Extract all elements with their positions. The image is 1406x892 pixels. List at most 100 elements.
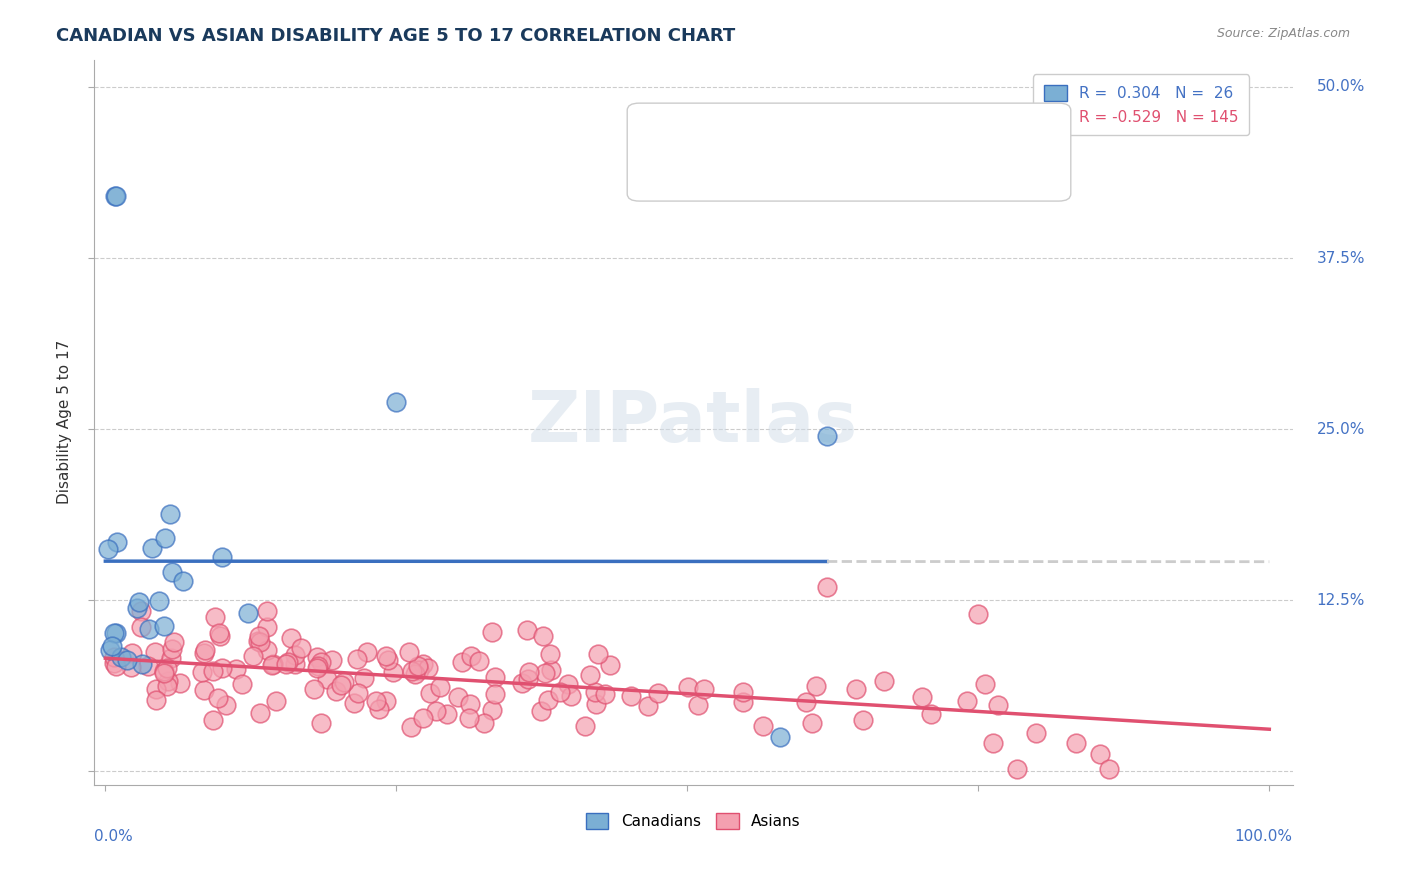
Asians — [201, 665, 224, 679]
Asians — [1064, 736, 1087, 750]
Asians — [530, 704, 553, 718]
Asians — [333, 675, 356, 690]
Asians — [1005, 762, 1028, 776]
Canadians — [138, 622, 160, 636]
Asians — [474, 716, 496, 731]
Asians — [375, 648, 398, 663]
Asians — [517, 672, 540, 686]
Asians — [416, 661, 439, 675]
Asians — [733, 684, 755, 698]
Asians — [356, 644, 378, 658]
Canadians — [103, 626, 125, 640]
FancyBboxPatch shape — [627, 103, 1071, 201]
Asians — [103, 649, 125, 664]
Text: Source: ZipAtlas.com: Source: ZipAtlas.com — [1216, 27, 1350, 40]
Asians — [105, 659, 128, 673]
Asians — [211, 661, 233, 675]
Asians — [585, 697, 607, 711]
Asians — [249, 634, 271, 648]
Text: ZIPatlas: ZIPatlas — [529, 388, 858, 457]
Asians — [967, 607, 990, 621]
Canadians — [236, 607, 259, 621]
Asians — [845, 681, 868, 696]
Asians — [202, 713, 225, 727]
Asians — [540, 663, 562, 677]
Canadians — [128, 595, 150, 609]
Asians — [121, 646, 143, 660]
Canadians — [98, 643, 121, 657]
Asians — [325, 684, 347, 698]
Asians — [264, 694, 287, 708]
Asians — [557, 677, 579, 691]
Text: 12.5%: 12.5% — [1316, 593, 1365, 607]
Asians — [316, 673, 339, 687]
Asians — [307, 649, 329, 664]
Asians — [1098, 762, 1121, 776]
Asians — [194, 643, 217, 657]
Y-axis label: Disability Age 5 to 17: Disability Age 5 to 17 — [58, 340, 72, 505]
Asians — [353, 671, 375, 685]
Asians — [163, 634, 186, 648]
Canadians — [105, 534, 128, 549]
Asians — [274, 657, 297, 671]
Canadians — [815, 429, 838, 443]
Asians — [231, 676, 253, 690]
Asians — [536, 692, 558, 706]
Asians — [481, 704, 503, 718]
Asians — [451, 655, 474, 669]
Asians — [169, 676, 191, 690]
Asians — [852, 713, 875, 727]
Asians — [262, 657, 284, 672]
Canadians — [110, 650, 132, 665]
Asians — [804, 679, 827, 693]
Asians — [193, 646, 215, 660]
Asians — [208, 625, 231, 640]
Canadians — [152, 619, 174, 633]
Asians — [460, 648, 482, 663]
Asians — [531, 629, 554, 643]
Canadians — [385, 394, 408, 409]
Asians — [153, 664, 176, 678]
Asians — [987, 698, 1010, 712]
Text: 25.0%: 25.0% — [1316, 422, 1365, 437]
Asians — [981, 736, 1004, 750]
Asians — [560, 689, 582, 703]
Asians — [425, 704, 447, 718]
Asians — [160, 642, 183, 657]
Asians — [676, 680, 699, 694]
Asians — [156, 673, 179, 688]
Asians — [538, 647, 561, 661]
Asians — [447, 690, 470, 704]
Canadians — [97, 541, 120, 556]
Asians — [517, 665, 540, 680]
Asians — [160, 650, 183, 665]
Asians — [256, 643, 278, 657]
Asians — [801, 716, 824, 731]
Asians — [688, 698, 710, 713]
Asians — [516, 623, 538, 637]
Asians — [382, 665, 405, 680]
Asians — [408, 663, 430, 677]
Asians — [343, 696, 366, 710]
Asians — [406, 659, 429, 673]
Canadians — [131, 657, 153, 671]
Text: 100.0%: 100.0% — [1234, 829, 1292, 844]
Asians — [242, 649, 264, 664]
Asians — [153, 665, 176, 680]
Asians — [599, 657, 621, 672]
Canadians — [104, 189, 127, 203]
Asians — [191, 665, 214, 680]
Asians — [321, 653, 343, 667]
Asians — [578, 667, 600, 681]
Canadians — [104, 189, 127, 203]
Asians — [794, 695, 817, 709]
Text: 37.5%: 37.5% — [1316, 251, 1365, 266]
Asians — [399, 720, 422, 734]
Asians — [256, 620, 278, 634]
Asians — [247, 629, 270, 643]
Asians — [309, 655, 332, 669]
Asians — [204, 610, 226, 624]
Asians — [484, 687, 506, 701]
Asians — [364, 694, 387, 708]
Asians — [155, 679, 177, 693]
